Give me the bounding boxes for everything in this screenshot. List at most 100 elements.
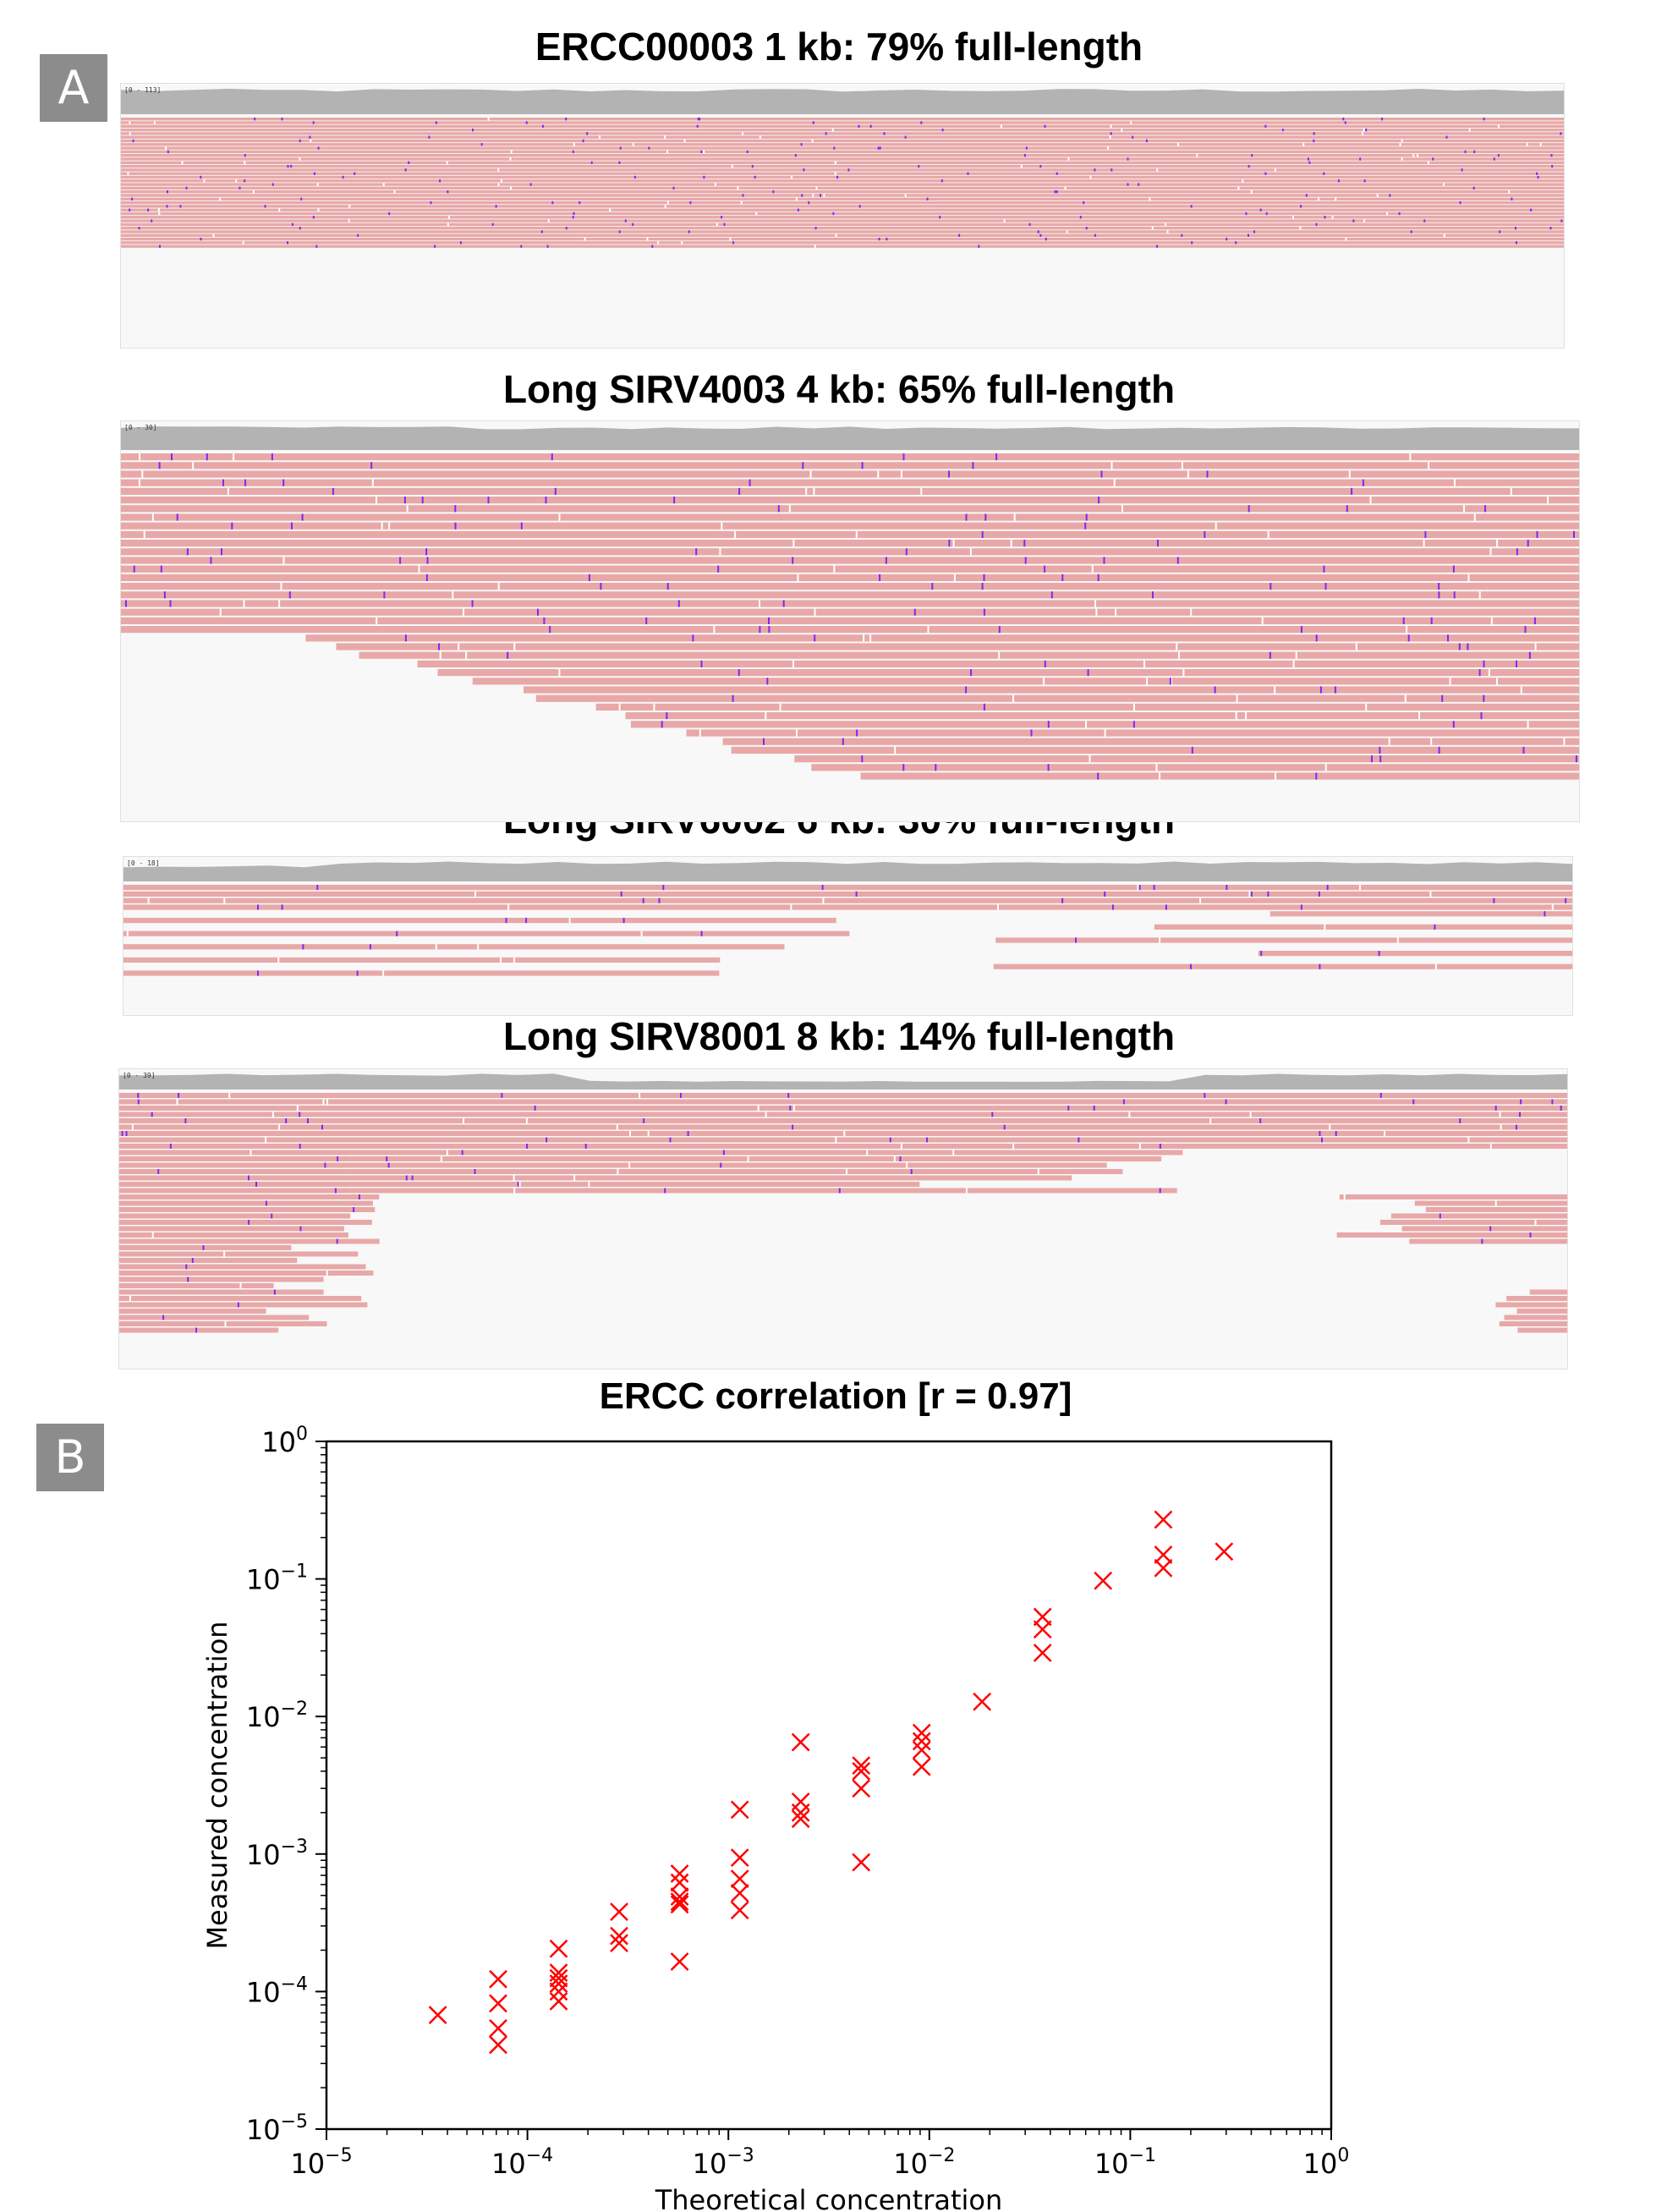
read-variant-mark <box>1113 479 1116 486</box>
read-variant-mark <box>1528 651 1531 659</box>
read-alignment <box>119 1283 274 1288</box>
data-point <box>852 1779 871 1798</box>
x-tick-label: 100 <box>1303 2145 1350 2180</box>
read-alignment <box>535 694 1579 702</box>
y-axis-label: Measured concentration <box>201 1621 233 1949</box>
read-variant-mark <box>129 121 131 124</box>
read-variant-mark <box>855 891 858 897</box>
track-title-sirv4003: Long SIRV4003 4 kb: 65% full-length <box>502 367 1176 411</box>
read-variant-mark <box>396 930 398 936</box>
read-variant-mark <box>732 694 734 702</box>
coverage-histogram <box>119 1073 1567 1090</box>
read-alignment <box>119 1271 374 1276</box>
read-variant-mark <box>855 530 858 538</box>
read-alignment <box>417 660 1579 667</box>
read-variant-mark <box>334 1188 337 1194</box>
read-variant-mark <box>813 487 815 495</box>
marker-stroke <box>489 1969 507 1989</box>
read-variant-mark <box>1044 660 1046 667</box>
data-point <box>1154 1558 1173 1578</box>
data-point <box>489 1994 507 2013</box>
read-variant-mark <box>754 175 756 179</box>
read-variant-mark <box>1235 712 1237 720</box>
read-variant-mark <box>846 1169 847 1174</box>
read-alignment <box>123 944 785 950</box>
read-variant-mark <box>1275 772 1276 780</box>
read-variant-mark <box>1177 143 1179 146</box>
read-variant-mark <box>651 244 654 248</box>
read-variant-mark <box>965 1188 968 1194</box>
read-alignment <box>121 197 1564 200</box>
read-variant-mark <box>856 729 858 737</box>
read-variant-mark <box>823 194 825 197</box>
read-variant-mark <box>838 1188 841 1194</box>
read-variant-mark <box>138 227 140 230</box>
read-alignment <box>121 530 1579 538</box>
read-variant-mark <box>1348 470 1351 478</box>
read-variant-mark <box>794 154 797 157</box>
read-variant-mark <box>1078 1137 1080 1143</box>
read-variant-mark <box>677 600 680 607</box>
read-variant-mark <box>643 1118 645 1123</box>
read-alignment <box>119 1162 351 1168</box>
marker-stroke <box>549 1991 568 2011</box>
data-point <box>730 1848 749 1868</box>
read-alignment <box>121 124 1564 128</box>
read-variant-mark <box>278 1124 281 1130</box>
read-alignment <box>121 168 1564 172</box>
read-variant-mark <box>1067 157 1070 161</box>
read-variant-mark <box>184 1118 187 1123</box>
read-variant-mark <box>1157 540 1159 547</box>
read-variant-mark <box>271 183 274 186</box>
read-variant-mark <box>731 164 733 168</box>
read-variant-mark <box>1267 530 1269 538</box>
read-variant-mark <box>906 1162 908 1168</box>
read-variant-mark <box>1190 963 1192 969</box>
read-variant-mark <box>1346 505 1348 513</box>
y-tick-base: 10 <box>246 1976 281 2008</box>
read-variant-mark <box>1443 233 1445 237</box>
marker-stroke <box>1154 1558 1173 1578</box>
read-variant-mark <box>1323 172 1325 175</box>
read-alignment <box>1390 1213 1567 1219</box>
read-variant-mark <box>1149 197 1151 200</box>
read-variant-mark <box>381 522 383 530</box>
read-alignment <box>119 1106 1567 1111</box>
marker-stroke <box>670 1895 689 1914</box>
read-variant-mark <box>1352 219 1355 222</box>
read-variant-mark <box>1560 219 1563 222</box>
read-variant-mark <box>192 462 195 469</box>
read-variant-mark <box>1151 227 1154 230</box>
read-variant-mark <box>1037 230 1039 233</box>
read-variant-mark <box>1098 497 1100 504</box>
read-variant-mark <box>1128 1111 1131 1117</box>
coverage-range-label: [0 - 18] <box>127 859 160 867</box>
read-alignment <box>119 1188 351 1194</box>
read-alignment <box>121 522 1579 530</box>
read-alignment <box>121 194 1564 197</box>
read-variant-mark <box>1533 617 1536 624</box>
read-variant-mark <box>1379 1093 1382 1098</box>
read-variant-mark <box>967 172 969 175</box>
read-variant-mark <box>446 161 448 164</box>
read-variant-mark <box>167 190 168 194</box>
y-tick-base: 10 <box>246 1564 281 1596</box>
data-point <box>1094 1571 1113 1590</box>
read-variant-mark <box>1365 703 1368 711</box>
marker-stroke <box>730 1800 749 1820</box>
read-variant-mark <box>877 470 880 478</box>
read-variant-mark <box>513 643 516 650</box>
read-variant-mark <box>326 1099 328 1105</box>
read-variant-mark <box>264 205 266 208</box>
read-alignment <box>123 891 1572 897</box>
read-variant-mark <box>1156 244 1159 248</box>
read-alignment <box>359 651 1579 659</box>
read-variant-mark <box>768 617 770 624</box>
read-variant-mark <box>1389 194 1391 197</box>
marker-stroke <box>549 1939 568 1958</box>
read-variant-mark <box>765 712 767 720</box>
marker-stroke <box>912 1757 931 1776</box>
read-variant-mark <box>729 237 732 241</box>
read-variant-mark <box>1259 1118 1262 1123</box>
read-variant-mark <box>777 505 780 513</box>
